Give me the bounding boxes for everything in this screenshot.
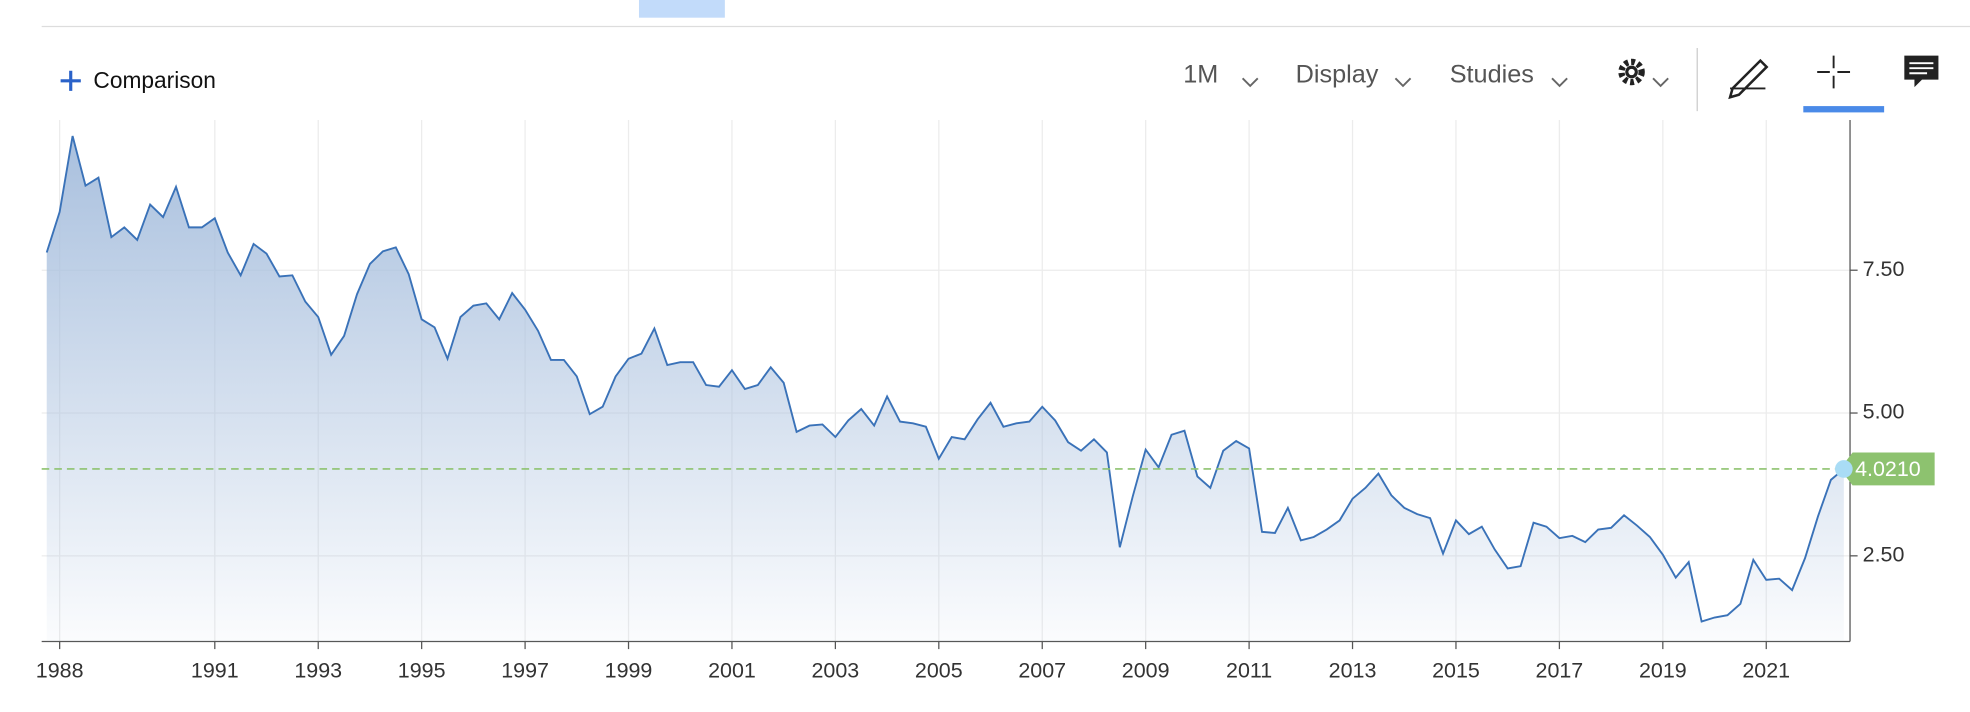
studies-label: Studies — [1450, 60, 1534, 88]
display-button[interactable]: Display — [1296, 60, 1412, 88]
last-price-tag — [1839, 452, 1935, 486]
crosshair-button[interactable] — [1803, 55, 1885, 113]
comparison-button[interactable]: Comparison — [60, 67, 216, 93]
x-tick-label: 2003 — [812, 659, 860, 683]
comment-button[interactable] — [1904, 55, 1939, 88]
x-tick-label: 2017 — [1536, 659, 1584, 683]
plot: 1988 1991 1993 1995 1997 1999 2001 2003 2005 2007… — [36, 119, 1935, 683]
area — [46, 135, 1844, 642]
x-tick-label: 1993 — [294, 659, 342, 683]
gear-icon — [1618, 58, 1645, 86]
interval-button[interactable]: 1M — [1183, 60, 1259, 88]
gear-hole — [1628, 68, 1635, 76]
y-tick-label: 2.50 — [1863, 543, 1905, 567]
comment-icon — [1904, 55, 1939, 88]
tab-indicator — [638, 0, 725, 18]
x-tick-label: 2001 — [708, 659, 756, 683]
x-tick-label: 2005 — [915, 659, 963, 683]
x-tick-label: 2007 — [1018, 659, 1066, 683]
settings-button[interactable] — [1618, 58, 1669, 88]
studies-button[interactable]: Studies — [1450, 60, 1568, 88]
crosshair-icon — [1817, 55, 1851, 89]
last-price-label: 4.0210 — [1855, 457, 1921, 481]
x-tick-label: 2021 — [1742, 659, 1790, 683]
interval-label: 1M — [1183, 60, 1218, 88]
x-tick-label: 2015 — [1432, 659, 1480, 683]
x-tick-label: 1991 — [191, 659, 239, 683]
pencil-icon — [1728, 58, 1769, 100]
line — [45, 135, 1845, 623]
x-tick-label: 1999 — [605, 659, 653, 683]
x-tick-label: 1995 — [398, 659, 446, 683]
x-tick-label: 2013 — [1329, 659, 1377, 683]
x-tick-label: 2019 — [1639, 659, 1687, 683]
draw-button[interactable] — [1728, 58, 1769, 100]
chevron — [1241, 77, 1259, 88]
y-tick-label: 5.00 — [1863, 400, 1905, 424]
x-tick-label: 2009 — [1122, 659, 1170, 683]
chevron — [1394, 77, 1412, 88]
active-indicator — [1803, 106, 1885, 113]
plus-icon — [60, 70, 81, 91]
y-tick-label: 7.50 — [1863, 257, 1905, 281]
x-tick-label: 1988 — [36, 659, 84, 683]
chevron — [1652, 77, 1669, 88]
display-label: Display — [1296, 60, 1379, 88]
last-point — [1834, 460, 1853, 478]
comment-lines — [1909, 62, 1934, 75]
chevron — [1551, 77, 1568, 88]
x-tick-label: 1997 — [501, 659, 549, 683]
comparison-label: Comparison — [93, 67, 215, 93]
x-tick-label: 2011 — [1226, 659, 1272, 683]
